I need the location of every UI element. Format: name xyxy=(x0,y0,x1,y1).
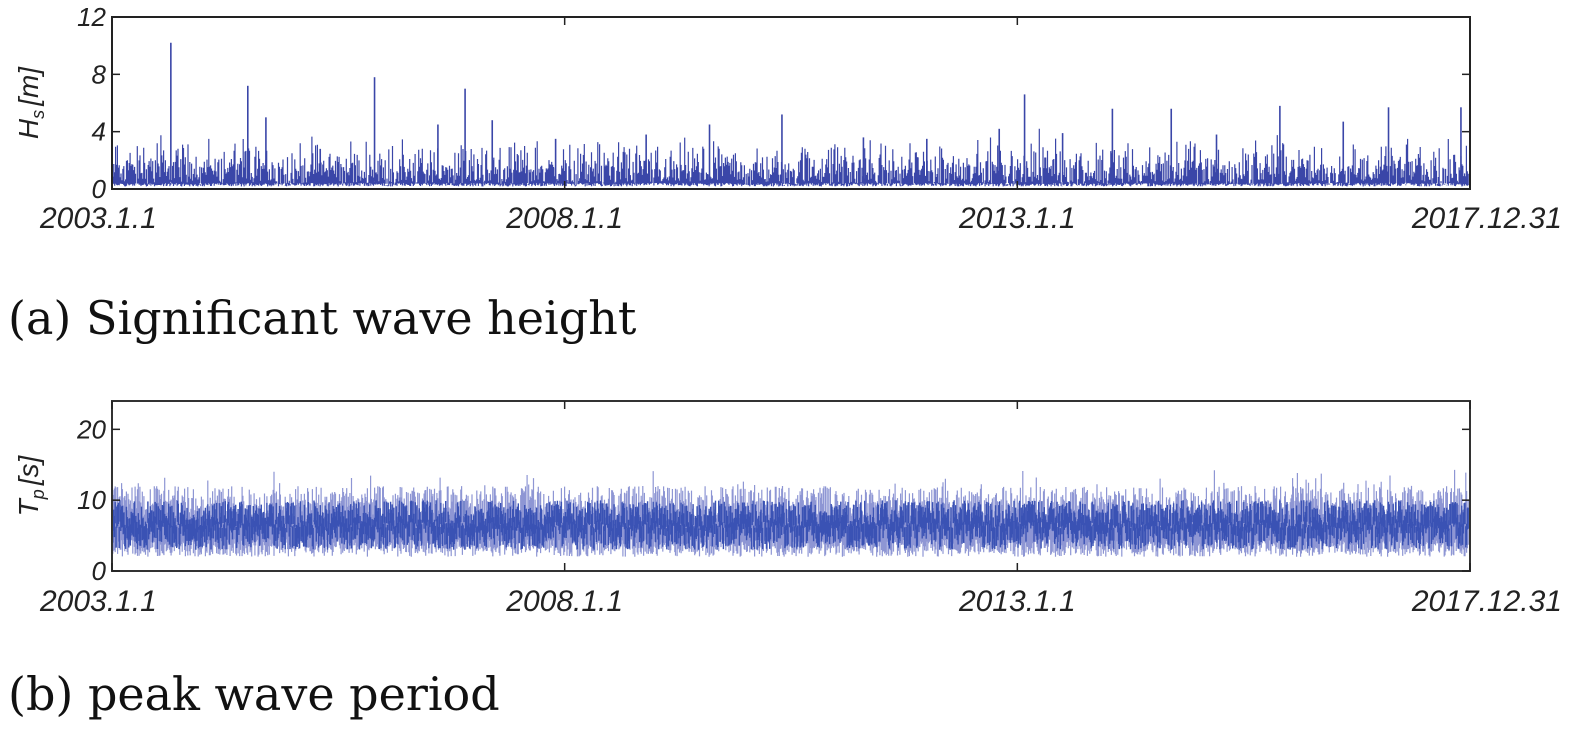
tp-caption: (b) peak wave period xyxy=(8,667,500,721)
y-tick-label: 12 xyxy=(77,2,106,32)
y-tick-label: 4 xyxy=(92,117,106,147)
tp-y-axis-label: Tp[s] xyxy=(13,454,48,516)
hs-series-line xyxy=(111,128,1469,187)
y-tick-label: 8 xyxy=(92,59,107,89)
x-tick-label: 2017.12.31 xyxy=(1411,585,1562,618)
x-tick-label: 2008.1.1 xyxy=(505,585,623,618)
x-tick-label: 2003.1.1 xyxy=(39,202,157,235)
tp-y-axis: 0 10 20 xyxy=(76,414,1470,586)
hs-x-axis: 2003.1.1 2008.1.1 2013.1.1 2017.12.31 xyxy=(39,17,1562,235)
panel-b: 0 10 20 2003.1.1 2008.1.1 2013.1.1 2017.12.31… xyxy=(8,400,1562,721)
x-tick-label: 2013.1.1 xyxy=(958,202,1076,235)
hs-series-group xyxy=(111,42,1469,187)
y-tick-label: 0 xyxy=(92,174,107,204)
y-tick-label: 0 xyxy=(92,556,107,586)
x-tick-label: 2003.1.1 xyxy=(39,585,157,618)
tp-x-axis: 2003.1.1 2008.1.1 2013.1.1 2017.12.31 xyxy=(39,401,1562,618)
y-tick-label: 10 xyxy=(77,485,106,515)
panel-a: 0 4 8 12 2003.1.1 2008.1.1 2013.1.1 2017.12.31… xyxy=(8,2,1562,345)
y-tick-label: 20 xyxy=(76,414,106,444)
tp-plot-frame xyxy=(111,400,1471,572)
x-tick-label: 2008.1.1 xyxy=(505,202,623,235)
hs-y-axis: 0 4 8 12 xyxy=(77,2,1470,204)
tp-series-group xyxy=(111,469,1469,557)
hs-plot-frame xyxy=(111,16,1471,190)
hs-caption: (a) Significant wave height xyxy=(8,291,637,345)
hs-y-axis-label: Hs[m] xyxy=(13,66,48,139)
x-tick-label: 2017.12.31 xyxy=(1411,202,1562,235)
x-tick-label: 2013.1.1 xyxy=(958,585,1076,618)
